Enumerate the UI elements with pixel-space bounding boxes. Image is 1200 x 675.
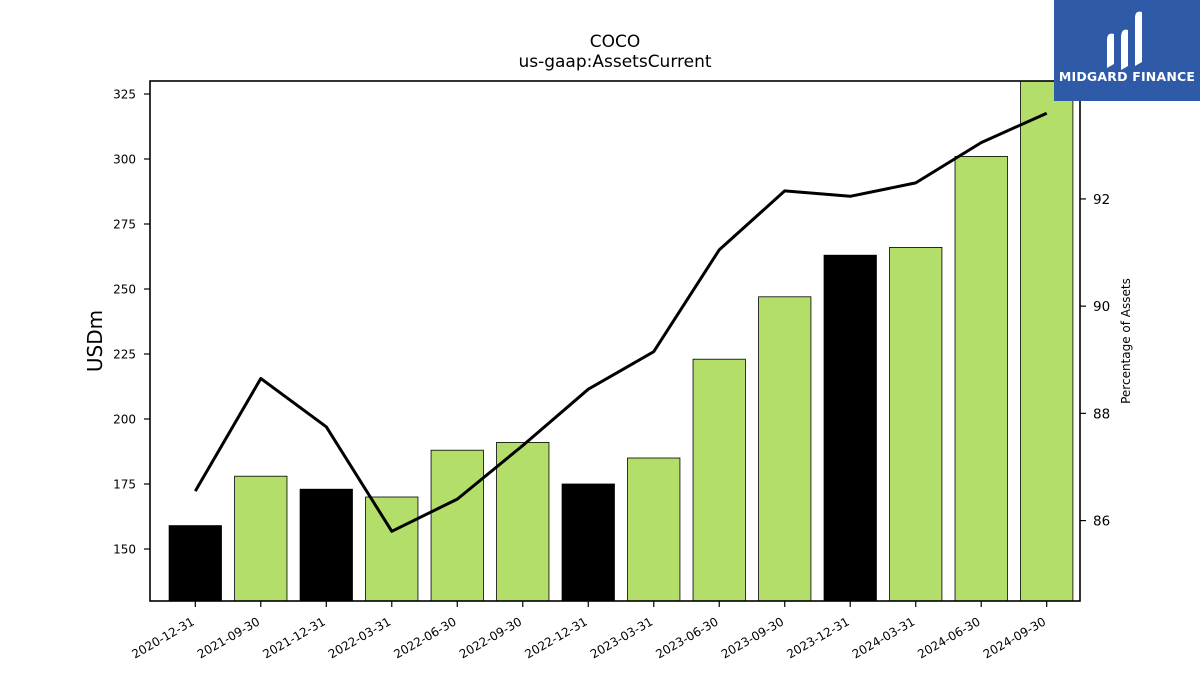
bar-2023-09-30 (758, 296, 812, 602)
bar-2023-12-31 (823, 254, 877, 602)
y2-tick-label: 92 (1093, 192, 1110, 208)
y-tick-label: 175 (113, 478, 136, 492)
bar-2024-06-30 (954, 155, 1008, 602)
y-tick-label: 150 (113, 543, 136, 557)
x-tick-label: 2024-03-31 (850, 614, 917, 661)
bar-2024-03-31 (889, 246, 943, 602)
y-axis-label: USDm (83, 310, 107, 372)
x-tick-label: 2023-12-31 (784, 614, 851, 661)
bar-2021-12-31 (299, 488, 353, 602)
x-tick-label: 2020-12-31 (129, 614, 196, 661)
y-tick-label: 300 (113, 153, 136, 167)
plot-frame (149, 80, 1081, 602)
left-axis: 150 175 200 225 250 275 300 325 (113, 88, 150, 557)
bar-2022-03-31 (365, 496, 419, 602)
percentage-line (194, 111, 1048, 533)
line-series (194, 111, 1048, 533)
x-tick-label: 2022-06-30 (391, 614, 458, 661)
x-tick-label: 2022-12-31 (522, 614, 589, 661)
bar-2020-12-31 (168, 525, 222, 602)
bar-2022-12-31 (561, 483, 615, 602)
x-tick-label: 2023-09-30 (719, 614, 786, 661)
x-tick-label: 2023-06-30 (653, 614, 720, 661)
x-tick-label: 2024-06-30 (915, 614, 982, 661)
x-tick-label: 2021-09-30 (195, 614, 262, 661)
logo-mark-icon (1107, 11, 1142, 70)
x-tick-label: 2022-09-30 (457, 614, 524, 661)
x-tick-label: 2021-12-31 (260, 614, 327, 661)
chart-subtitle: us-gaap:AssetsCurrent (518, 52, 712, 72)
bar-series (168, 80, 1074, 602)
bar-2022-06-30 (430, 449, 484, 602)
y2-tick-label: 86 (1093, 514, 1110, 530)
brand-logo: MIDGARD FINANCE (1054, 0, 1200, 101)
bar-2023-06-30 (692, 358, 746, 602)
y-tick-label: 250 (113, 283, 136, 297)
bar-2024-09-30 (1020, 80, 1074, 602)
logo-text: MIDGARD FINANCE (1058, 69, 1196, 84)
y2-tick-label: 90 (1093, 299, 1110, 315)
y-tick-label: 200 (113, 413, 136, 427)
y-tick-label: 275 (113, 218, 136, 232)
y2-axis-label: Percentage of Assets (1119, 278, 1133, 404)
y2-tick-label: 88 (1093, 406, 1110, 422)
x-tick-label: 2024-09-30 (981, 614, 1048, 661)
y-tick-label: 325 (113, 88, 136, 102)
x-tick-label: 2023-03-31 (588, 614, 655, 661)
right-axis: 86 88 90 92 (1080, 192, 1110, 530)
y-tick-label: 225 (113, 348, 136, 362)
x-axis: 2020-12-312021-09-302021-12-312022-03-31… (129, 601, 1048, 661)
chart-title: COCO (589, 32, 641, 52)
bar-2023-03-31 (627, 457, 681, 602)
x-tick-label: 2022-03-31 (326, 614, 393, 661)
bar-2021-09-30 (234, 475, 288, 602)
bar-2022-09-30 (496, 441, 550, 602)
